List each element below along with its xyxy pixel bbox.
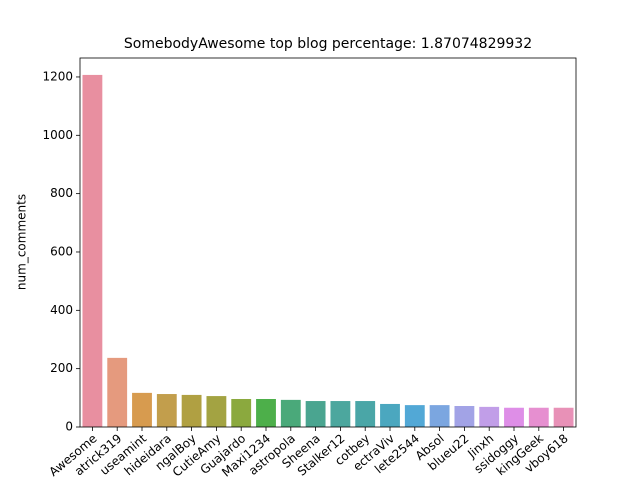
y-tick-label: 1200 xyxy=(42,69,73,83)
bar xyxy=(231,398,252,427)
bar xyxy=(305,401,326,427)
y-tick-label: 800 xyxy=(50,186,73,200)
bar xyxy=(454,405,475,427)
bar xyxy=(553,407,574,427)
bar xyxy=(528,407,549,427)
chart-title: SomebodyAwesome top blog percentage: 1.8… xyxy=(124,36,532,52)
bar xyxy=(355,401,376,427)
bar xyxy=(404,405,425,427)
bar xyxy=(256,398,276,427)
bar xyxy=(206,396,227,427)
bar xyxy=(132,392,152,427)
y-tick-label: 200 xyxy=(50,361,73,375)
bar xyxy=(82,74,103,427)
bar xyxy=(107,357,128,427)
bar xyxy=(504,407,524,427)
plot-frame xyxy=(79,57,577,428)
y-tick-label: 1000 xyxy=(42,128,73,142)
y-tick-label: 0 xyxy=(65,420,73,434)
y-tick-label: 600 xyxy=(50,244,73,258)
bar xyxy=(156,394,177,427)
bar xyxy=(429,405,450,427)
y-axis-label: num_comments xyxy=(15,194,29,290)
bar xyxy=(479,406,500,427)
bar xyxy=(380,403,400,427)
bar xyxy=(280,399,301,427)
bar xyxy=(181,394,202,427)
y-tick-label: 400 xyxy=(50,303,73,317)
bar xyxy=(330,401,351,427)
